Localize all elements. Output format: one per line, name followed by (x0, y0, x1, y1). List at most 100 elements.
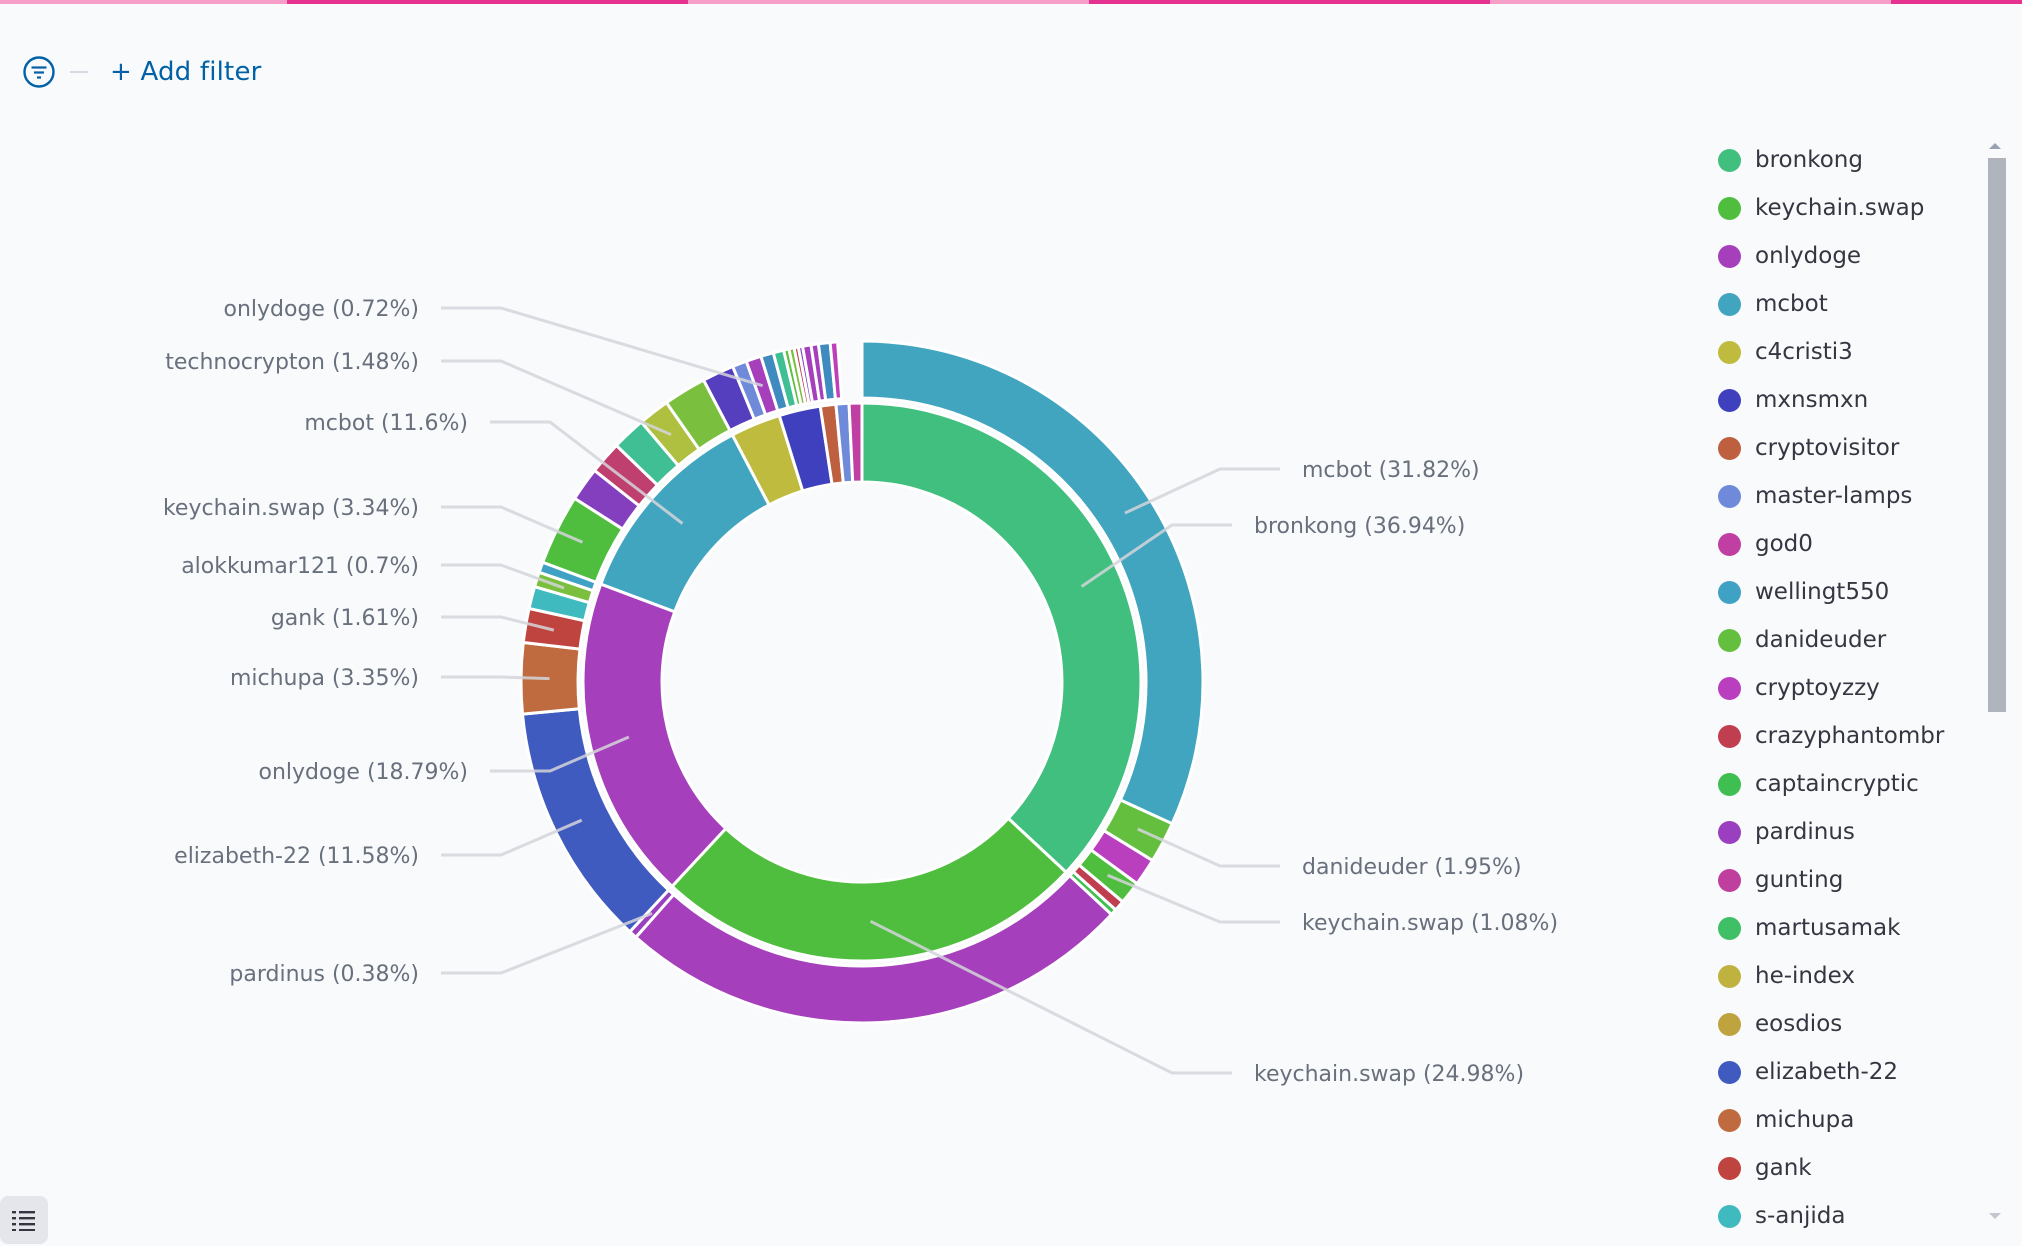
legend-label: cryptovisitor (1755, 435, 1900, 461)
label-leader-line (441, 615, 555, 632)
legend-label: keychain.swap (1755, 195, 1925, 221)
label-leader-line (441, 818, 583, 857)
label-leader-line (490, 735, 630, 773)
filter-separator (70, 71, 88, 73)
legend-color-dot-icon (1718, 868, 1741, 892)
legend-label: mcbot (1755, 291, 1828, 317)
slice-label: onlydoge (0.72%) (223, 297, 419, 322)
legend-color-dot-icon (1718, 1108, 1741, 1132)
chart-legend: bronkong keychain.swap onlydoge mcbot c4cris… (1718, 136, 1968, 1240)
loading-bar-segment (287, 0, 688, 4)
label-leader-line (869, 920, 1232, 1075)
legend-item[interactable]: mcbot (1718, 280, 1968, 328)
legend-item[interactable]: martusamak (1718, 904, 1968, 952)
label-leader-line (441, 359, 672, 436)
legend-label: michupa (1755, 1107, 1855, 1133)
label-leader-line (441, 912, 653, 975)
legend-color-dot-icon (1718, 628, 1741, 652)
slice-label: keychain.swap (24.98%) (1254, 1062, 1524, 1087)
label-leader-line (1080, 523, 1232, 588)
legend-label: mxnsmxn (1755, 387, 1869, 413)
label-leader-line (441, 505, 584, 544)
label-leader-line (1137, 827, 1280, 868)
legend-item[interactable]: cryptoyzzy (1718, 664, 1968, 712)
legend-label: c4cristi3 (1755, 339, 1853, 365)
legend-color-dot-icon (1718, 196, 1741, 220)
legend-color-dot-icon (1718, 676, 1741, 700)
legend-scroll-up-arrow[interactable] (1989, 143, 2001, 149)
legend-color-dot-icon (1718, 580, 1741, 604)
filter-icon[interactable] (22, 55, 56, 89)
legend-item[interactable]: elizabeth-22 (1718, 1048, 1968, 1096)
legend-item[interactable]: bronkong (1718, 136, 1968, 184)
legend-item[interactable]: c4cristi3 (1718, 328, 1968, 376)
slice-label: alokkumar121 (0.7%) (181, 554, 419, 579)
legend-color-dot-icon (1718, 436, 1741, 460)
legend-item[interactable]: wellingt550 (1718, 568, 1968, 616)
legend-item[interactable]: michupa (1718, 1096, 1968, 1144)
legend-item[interactable]: eosdios (1718, 1000, 1968, 1048)
legend-color-dot-icon (1718, 1156, 1741, 1180)
legend-item[interactable]: gunting (1718, 856, 1968, 904)
legend-scrollbar-thumb[interactable] (1988, 158, 2006, 712)
legend-item[interactable]: captaincryptic (1718, 760, 1968, 808)
legend-color-dot-icon (1718, 1012, 1741, 1036)
legend-label: onlydoge (1755, 243, 1862, 269)
slice-label: keychain.swap (1.08%) (1302, 911, 1558, 936)
legend-color-dot-icon (1718, 724, 1741, 748)
loading-bar-segment (0, 0, 287, 4)
legend-label: crazyphantombr (1755, 723, 1945, 749)
slice-label: danideuder (1.95%) (1302, 855, 1522, 880)
legend-label: eosdios (1755, 1011, 1843, 1037)
legend-label: martusamak (1755, 915, 1901, 941)
label-leader-line (441, 306, 764, 388)
legend-item[interactable]: s-anjida (1718, 1192, 1968, 1240)
label-leader-line (1124, 467, 1280, 515)
legend-color-dot-icon (1718, 1060, 1741, 1084)
loading-bar-segment (1891, 0, 2022, 4)
legend-color-dot-icon (1718, 916, 1741, 940)
legend-label: danideuder (1755, 627, 1887, 653)
outer-slice-god0[interactable] (828, 340, 844, 401)
inner-slice-god0[interactable] (847, 401, 864, 484)
legend-item[interactable]: mxnsmxn (1718, 376, 1968, 424)
legend-toggle-button[interactable] (0, 1196, 48, 1244)
slice-label: onlydoge (18.79%) (258, 760, 468, 785)
legend-label: s-anjida (1755, 1203, 1846, 1229)
filter-bar: + Add filter (22, 52, 262, 92)
inner-slice-keychain-swap[interactable] (669, 816, 1069, 963)
legend-label: he-index (1755, 963, 1855, 989)
inner-slice-bronkong[interactable] (860, 401, 1143, 875)
leader-lines (441, 306, 1280, 1075)
loading-bar-segment (688, 0, 1089, 4)
legend-item[interactable]: keychain.swap (1718, 184, 1968, 232)
slice-label: keychain.swap (3.34%) (163, 496, 419, 521)
legend-color-dot-icon (1718, 772, 1741, 796)
legend-label: god0 (1755, 531, 1813, 557)
slice-label: mcbot (31.82%) (1302, 458, 1480, 483)
legend-item[interactable]: danideuder (1718, 616, 1968, 664)
legend-item[interactable]: crazyphantombr (1718, 712, 1968, 760)
legend-label: captaincryptic (1755, 771, 1919, 797)
legend-color-dot-icon (1718, 340, 1741, 364)
legend-scroll-down-arrow[interactable] (1989, 1213, 2001, 1219)
legend-color-dot-icon (1718, 244, 1741, 268)
slice-label: gank (1.61%) (271, 606, 419, 631)
add-filter-button[interactable]: + Add filter (110, 57, 262, 87)
legend-item[interactable]: cryptovisitor (1718, 424, 1968, 472)
legend-color-dot-icon (1718, 388, 1741, 412)
legend-label: gank (1755, 1155, 1812, 1181)
legend-item[interactable]: onlydoge (1718, 232, 1968, 280)
slice-label: michupa (3.35%) (230, 666, 419, 691)
legend-item[interactable]: pardinus (1718, 808, 1968, 856)
label-leader-line (441, 675, 550, 681)
label-leader-line (1107, 873, 1280, 924)
legend-label: gunting (1755, 867, 1844, 893)
legend-item[interactable]: he-index (1718, 952, 1968, 1000)
legend-color-dot-icon (1718, 532, 1741, 556)
legend-item[interactable]: god0 (1718, 520, 1968, 568)
legend-label: bronkong (1755, 147, 1863, 173)
legend-item[interactable]: master-lamps (1718, 472, 1968, 520)
legend-item[interactable]: gank (1718, 1144, 1968, 1192)
loading-bar-segment (1089, 0, 1490, 4)
